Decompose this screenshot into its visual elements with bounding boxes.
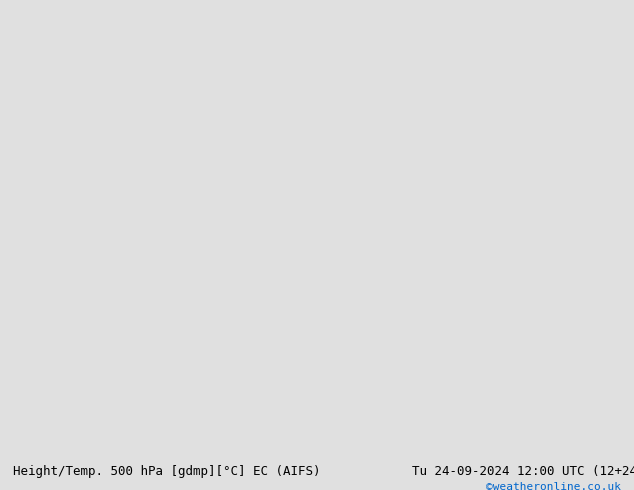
Text: Height/Temp. 500 hPa [gdmp][°C] EC (AIFS): Height/Temp. 500 hPa [gdmp][°C] EC (AIFS… [13, 465, 320, 478]
Text: Tu 24-09-2024 12:00 UTC (12+24): Tu 24-09-2024 12:00 UTC (12+24) [412, 465, 634, 478]
Text: ©weatheronline.co.uk: ©weatheronline.co.uk [486, 482, 621, 490]
